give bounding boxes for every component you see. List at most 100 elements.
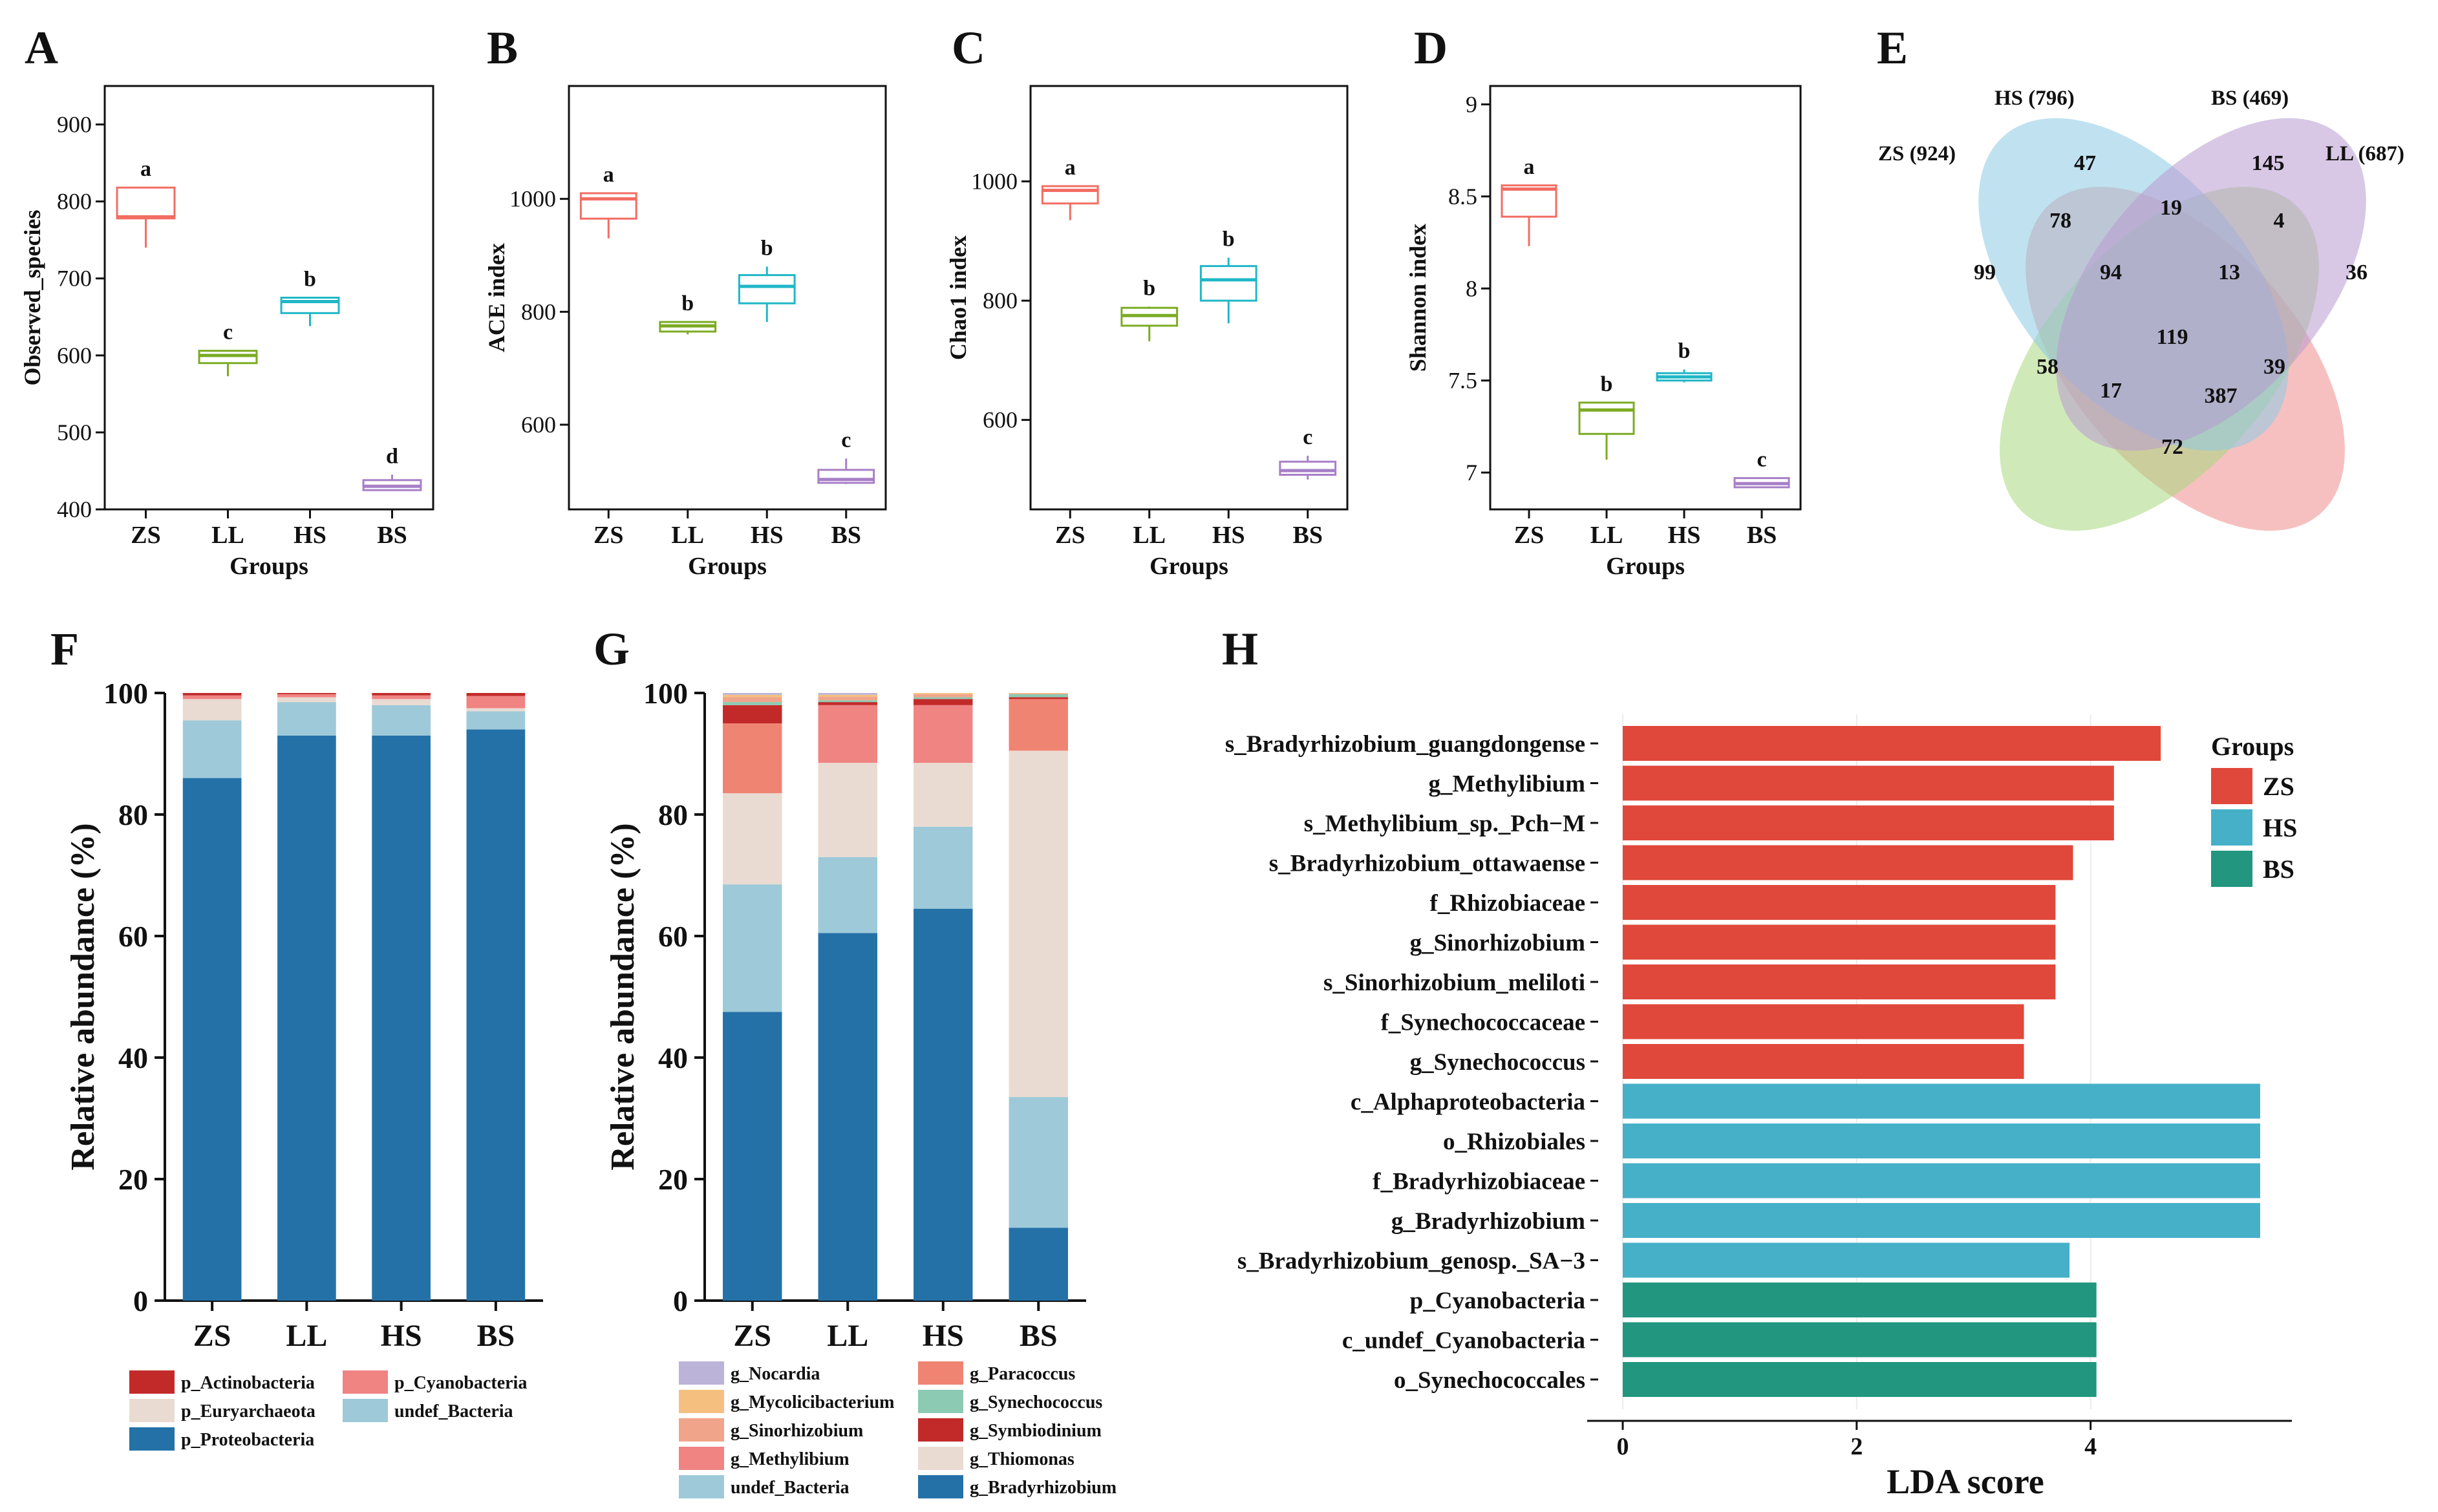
venn-count-zs: 99 xyxy=(1974,261,1996,284)
panel-g-bar-segment-hs xyxy=(914,693,973,694)
panel-g-bar-segment-bs xyxy=(1009,699,1068,751)
panel-g-y-tick-label: 60 xyxy=(658,920,688,953)
panel-g-legend-label: g_Paracoccus xyxy=(970,1364,1075,1384)
panel-g-y-tick-label: 100 xyxy=(643,677,688,710)
genus-stacked-bar-chart: 0 20 40 60 80 100 ZS LL HS BS Relative abundance (… xyxy=(604,677,1117,1498)
panel-h-bar xyxy=(1623,964,2056,999)
panel-g-bar-segment-hs xyxy=(914,694,973,697)
panel-g-x-tick-label: HS xyxy=(923,1319,964,1353)
panel-f-y-tick-label: 40 xyxy=(118,1041,148,1074)
venn-count-hs-bs-ll: 13 xyxy=(2218,261,2240,284)
panel-h-legend-title: Groups xyxy=(2211,732,2294,761)
panel-d-bs-significance-letter: c xyxy=(1757,448,1766,472)
panel-f-y-tick-label: 20 xyxy=(118,1163,148,1196)
panel-h-y-tick-label: s_Bradyrhizobium_genosp._SA−3 xyxy=(1237,1248,1585,1275)
panel-g-bar-segment-hs xyxy=(914,763,973,827)
panel-h-y-tick-label: c_Alphaproteobacteria xyxy=(1351,1089,1585,1116)
panel-h-bar xyxy=(1623,1362,2097,1397)
venn-count-zs-bs: 58 xyxy=(2037,355,2058,379)
panel-a-frame xyxy=(103,85,434,511)
panel-g-y-tick-label: 40 xyxy=(658,1041,688,1074)
panel-d-y-tick-label: 8.5 xyxy=(1448,184,1477,209)
panel-b-x-tick-label: ZS xyxy=(593,522,623,549)
panel-g-legend-label: g_Symbiodinium xyxy=(970,1421,1102,1441)
panel-c-y-axis-label: Chao1 index xyxy=(945,235,971,360)
venn-count-ll: 36 xyxy=(2346,261,2368,284)
panel-b-y-tick-label: 600 xyxy=(521,412,556,438)
panel-f-legend-swatch xyxy=(129,1399,175,1422)
panel-h-y-tick-label: f_Synechococcaceae xyxy=(1381,1010,1585,1036)
panel-a-y-tick-label: 800 xyxy=(57,189,92,215)
panel-g-bar-segment-ll xyxy=(818,857,877,933)
panel-f-x-tick-label: BS xyxy=(477,1319,515,1353)
panel-a-zs-significance-letter: a xyxy=(140,157,151,181)
panel-f-legend-label: undef_Bacteria xyxy=(394,1401,513,1421)
panel-f-x-tick-label: HS xyxy=(381,1319,422,1353)
panel-g-legend-swatch xyxy=(679,1390,724,1413)
panel-a-hs-box xyxy=(280,297,340,314)
panel-g-legend-label: g_Nocardia xyxy=(731,1364,820,1384)
panel-c-frame xyxy=(1029,85,1349,511)
panel-h-x-tick-label: 4 xyxy=(2084,1433,2097,1460)
panel-g-legend-swatch xyxy=(918,1418,963,1442)
panel-a-y-tick-label: 400 xyxy=(57,496,92,522)
panel-g-bar-segment-bs xyxy=(1009,1097,1068,1228)
panel-g-bar-segment-ll xyxy=(818,705,877,763)
panel-label-b: B xyxy=(487,22,518,74)
panel-h-x-axis-label: LDA score xyxy=(1887,1462,2044,1501)
panel-c-y-tick-label: 800 xyxy=(983,288,1018,314)
panel-h-bar xyxy=(1623,845,2073,880)
panel-f-bar-segment-zs xyxy=(182,778,242,1301)
panel-g-bar-segment-zs xyxy=(723,723,782,794)
panel-c-ll-significance-letter: b xyxy=(1143,276,1155,300)
panel-d-y-tick-label: 7.5 xyxy=(1448,368,1477,394)
panel-h-bar xyxy=(1623,1083,2260,1119)
panel-b-ll-significance-letter: b xyxy=(681,292,694,315)
panel-g-y-axis-label: Relative abundance (%) xyxy=(604,823,641,1170)
panel-h-y-tick-label: s_Bradyrhizobium_ottawaense xyxy=(1269,851,1585,877)
panel-d-zs-box xyxy=(1501,184,1557,218)
panel-c-x-tick-label: BS xyxy=(1293,522,1323,549)
panel-f-bar-segment-zs xyxy=(182,720,242,778)
venn-count-zs-hs-ll: 387 xyxy=(2205,384,2238,408)
panel-a-x-tick-label: LL xyxy=(211,522,244,549)
panel-h-legend-label: BS xyxy=(2263,855,2294,884)
panel-f-bar-segment-bs xyxy=(466,693,526,696)
panel-a-y-tick-label: 900 xyxy=(57,112,92,138)
panel-h-legend-label: HS xyxy=(2263,813,2297,842)
panel-f-legend-label: p_Proteobacteria xyxy=(181,1430,314,1450)
panel-g-legend-swatch xyxy=(918,1475,963,1498)
panel-f-y-tick-label: 0 xyxy=(133,1284,148,1317)
panel-f-bar-segment-hs xyxy=(372,705,431,736)
panel-g-legend-swatch xyxy=(918,1447,963,1470)
panel-label-f: F xyxy=(50,623,79,675)
panel-f-y-tick-label: 60 xyxy=(118,920,148,953)
panel-g-bar-segment-bs xyxy=(1009,1228,1068,1301)
panel-g-bar-segment-bs xyxy=(1009,697,1068,699)
venn-label-bs: BS (469) xyxy=(2211,87,2289,110)
panel-f-x-tick-label: ZS xyxy=(193,1319,231,1353)
panel-g-bar-segment-bs xyxy=(1009,694,1068,697)
panel-f-bar-segment-zs xyxy=(182,695,242,699)
panel-f-bar-segment-bs xyxy=(466,711,526,730)
panel-g-legend-swatch xyxy=(679,1447,724,1470)
panel-d-x-tick-label: ZS xyxy=(1514,522,1544,549)
panel-b-y-tick-label: 800 xyxy=(521,299,556,325)
panel-g-bar-segment-ll xyxy=(818,700,877,703)
venn-diagram: ZS (924) HS (796) BS (469) LL (687) 99 4… xyxy=(1878,87,2404,531)
panel-f-bar-segment-ll xyxy=(277,697,336,703)
panel-f-legend-label: p_Cyanobacteria xyxy=(394,1373,527,1393)
panel-f-bar-segment-hs xyxy=(372,695,431,699)
panel-a-x-tick-label: ZS xyxy=(131,522,160,549)
panel-h-y-tick-label: f_Rhizobiaceae xyxy=(1430,890,1585,917)
panel-h-bar xyxy=(1623,1242,2070,1278)
panel-g-y-tick-label: 80 xyxy=(658,798,688,831)
panel-h-legend-swatch xyxy=(2211,809,2252,846)
panel-c-bs-significance-letter: c xyxy=(1303,425,1312,449)
panel-g-bar-segment-hs xyxy=(914,826,973,909)
panel-h-x-tick-label: 2 xyxy=(1850,1433,1863,1460)
panel-h-y-tick-label: g_Sinorhizobium xyxy=(1410,930,1586,957)
panel-f-legend-label: p_Actinobacteria xyxy=(181,1373,315,1393)
panel-f-bar-segment-ll xyxy=(277,702,336,736)
